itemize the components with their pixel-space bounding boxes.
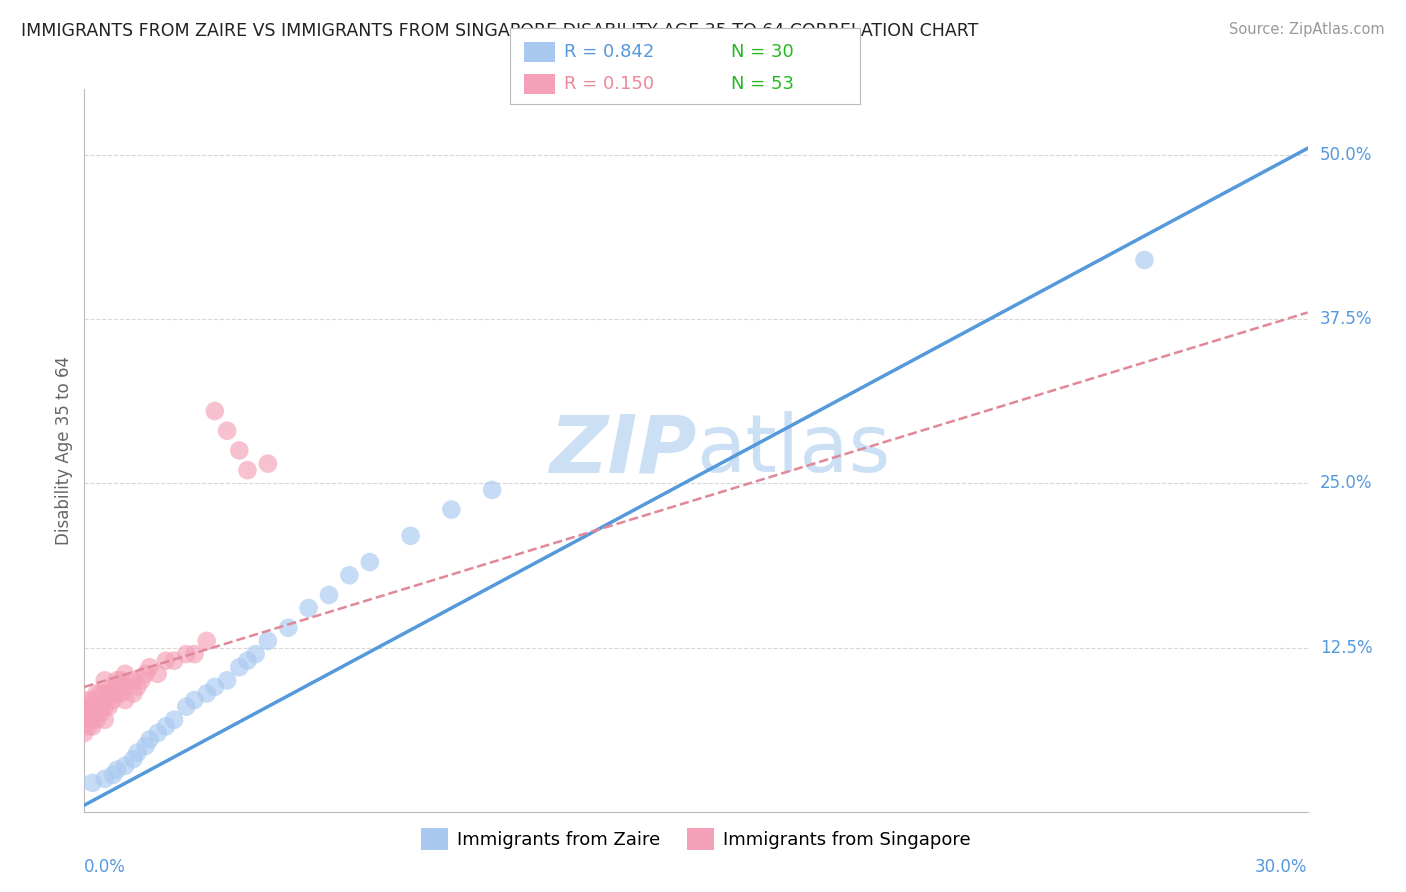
Point [217, 673, 239, 688]
Point [174, 647, 197, 661]
Point [217, 424, 239, 438]
Point [135, 739, 157, 753]
Point [481, 483, 503, 497]
Point [105, 763, 128, 777]
Point [245, 647, 267, 661]
Point [93, 713, 115, 727]
Text: IMMIGRANTS FROM ZAIRE VS IMMIGRANTS FROM SINGAPORE DISABILITY AGE 35 TO 64 CORRE: IMMIGRANTS FROM ZAIRE VS IMMIGRANTS FROM… [21, 22, 979, 40]
Point [138, 660, 160, 674]
Point [86, 713, 108, 727]
Point [131, 673, 153, 688]
Point [101, 680, 124, 694]
Point [97, 699, 120, 714]
Point [114, 680, 136, 694]
Point [228, 660, 250, 674]
Point [114, 666, 136, 681]
Point [73, 713, 96, 727]
Point [114, 693, 136, 707]
Point [105, 686, 128, 700]
Point [93, 699, 115, 714]
Point [122, 673, 145, 688]
Point [204, 680, 226, 694]
Point [257, 634, 280, 648]
Point [110, 673, 132, 688]
Point [82, 713, 104, 727]
Point [146, 726, 169, 740]
Point [114, 758, 136, 772]
Point [93, 673, 115, 688]
Point [298, 601, 321, 615]
Point [77, 706, 100, 721]
Point [204, 404, 226, 418]
Text: 0.0%: 0.0% [84, 858, 127, 876]
Point [73, 699, 96, 714]
Point [138, 732, 160, 747]
Point [135, 666, 157, 681]
Point [93, 772, 115, 786]
Point [399, 529, 422, 543]
Legend: Immigrants from Zaire, Immigrants from Singapore: Immigrants from Zaire, Immigrants from S… [413, 821, 979, 857]
Point [110, 686, 132, 700]
Point [236, 463, 259, 477]
Point [127, 746, 149, 760]
Point [101, 693, 124, 707]
Point [195, 634, 218, 648]
Point [90, 686, 112, 700]
Text: Source: ZipAtlas.com: Source: ZipAtlas.com [1229, 22, 1385, 37]
Point [73, 693, 96, 707]
Point [86, 699, 108, 714]
Text: 25.0%: 25.0% [1320, 475, 1372, 492]
Point [122, 752, 145, 766]
Text: 12.5%: 12.5% [1320, 639, 1372, 657]
Point [339, 568, 361, 582]
Point [236, 654, 259, 668]
Point [77, 713, 100, 727]
Point [86, 706, 108, 721]
Point [122, 686, 145, 700]
Point [82, 706, 104, 721]
Point [77, 699, 100, 714]
Point [277, 621, 299, 635]
Point [90, 706, 112, 721]
Point [359, 555, 381, 569]
Point [105, 673, 128, 688]
Point [93, 686, 115, 700]
Point [155, 719, 177, 733]
Point [183, 647, 205, 661]
Point [127, 680, 149, 694]
Text: N = 30: N = 30 [731, 43, 794, 61]
Text: 37.5%: 37.5% [1320, 310, 1372, 328]
Point [155, 654, 177, 668]
Point [174, 699, 197, 714]
Point [77, 719, 100, 733]
Text: 30.0%: 30.0% [1256, 858, 1308, 876]
Point [440, 502, 463, 516]
Point [163, 713, 186, 727]
Point [101, 768, 124, 782]
Text: N = 53: N = 53 [731, 75, 794, 93]
Point [82, 719, 104, 733]
Point [1133, 252, 1156, 267]
Text: atlas: atlas [696, 411, 890, 490]
Point [82, 776, 104, 790]
Point [97, 686, 120, 700]
Point [183, 693, 205, 707]
Text: ZIP: ZIP [548, 411, 696, 490]
Y-axis label: Disability Age 35 to 64: Disability Age 35 to 64 [55, 356, 73, 545]
Point [228, 443, 250, 458]
Text: R = 0.150: R = 0.150 [564, 75, 654, 93]
Point [90, 699, 112, 714]
Point [318, 588, 340, 602]
Text: 50.0%: 50.0% [1320, 146, 1372, 164]
Point [163, 654, 186, 668]
Point [93, 693, 115, 707]
Text: R = 0.842: R = 0.842 [564, 43, 654, 61]
Point [82, 693, 104, 707]
Point [146, 666, 169, 681]
Point [73, 706, 96, 721]
Point [86, 686, 108, 700]
Point [257, 457, 280, 471]
Point [73, 726, 96, 740]
Point [195, 686, 218, 700]
